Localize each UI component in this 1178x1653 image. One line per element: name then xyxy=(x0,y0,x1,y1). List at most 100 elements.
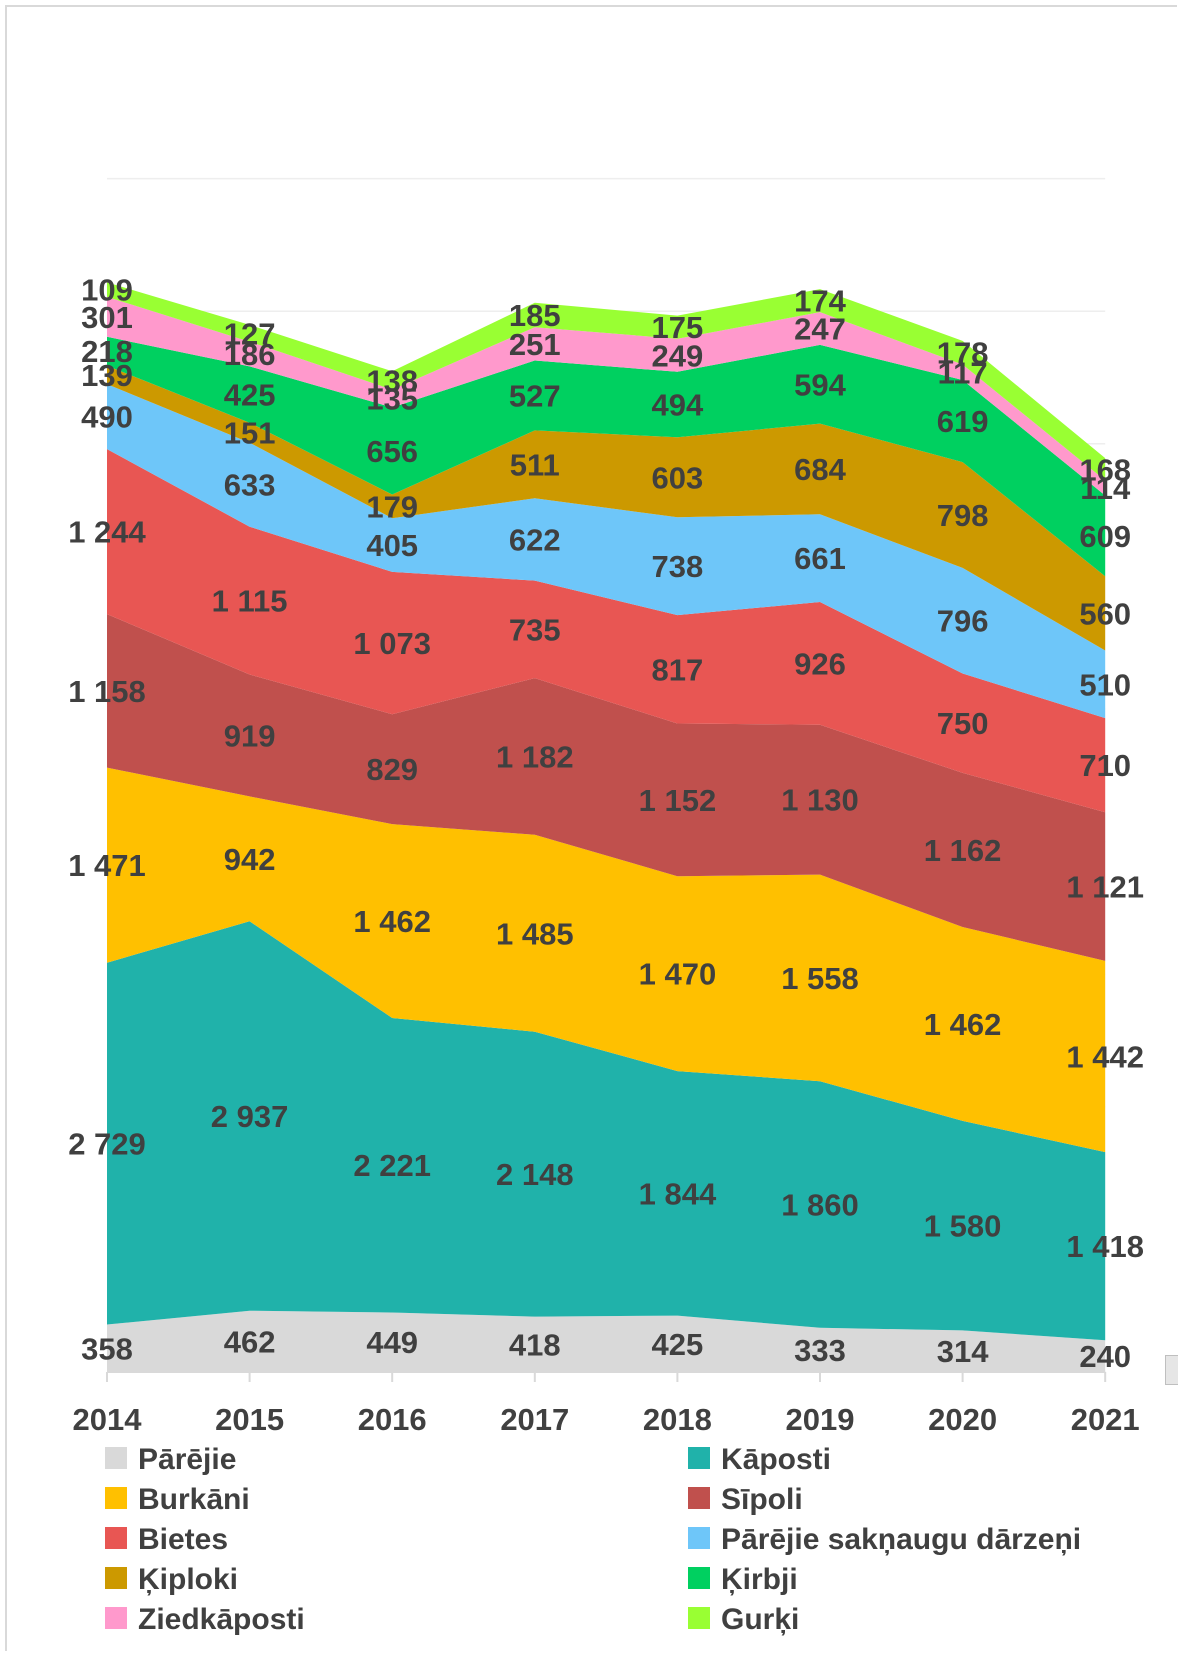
legend-swatch xyxy=(105,1607,127,1629)
data-label: 151 xyxy=(224,416,276,451)
data-label: 174 xyxy=(794,284,846,319)
data-label: 1 470 xyxy=(639,957,717,992)
data-label: 179 xyxy=(366,489,418,524)
legend-label: Sīpoli xyxy=(721,1483,803,1516)
x-tick-label: 2020 xyxy=(928,1402,997,1437)
legend-label: Ziedkāposti xyxy=(138,1603,305,1636)
data-label: 1 182 xyxy=(496,739,574,774)
legend-swatch xyxy=(688,1567,710,1589)
data-label: 139 xyxy=(81,358,133,393)
data-label: 117 xyxy=(938,355,988,390)
data-label: 1 558 xyxy=(781,961,859,996)
data-label: 490 xyxy=(81,400,133,435)
legend-item: Sīpoli xyxy=(688,1483,803,1516)
area-gurki xyxy=(107,282,1106,481)
data-label: 594 xyxy=(794,367,846,402)
legend-label: Ķiploki xyxy=(138,1563,238,1596)
legend-label: Ķirbji xyxy=(721,1563,798,1596)
data-label: 2 221 xyxy=(353,1148,431,1183)
x-tick-label: 2014 xyxy=(73,1402,143,1437)
data-label: 656 xyxy=(366,434,418,469)
x-axis: 2014 2015 2016 2017 2018 2019 2020 2021 xyxy=(73,1371,1140,1437)
x-tick-label: 2021 xyxy=(1071,1402,1140,1437)
data-label: 926 xyxy=(794,646,846,681)
legend-swatch xyxy=(105,1567,127,1589)
data-label: 798 xyxy=(937,498,989,533)
data-label: 135 xyxy=(366,382,418,417)
data-label: 609 xyxy=(1079,519,1131,554)
data-label: 138 xyxy=(366,363,418,398)
data-label: 750 xyxy=(937,706,989,741)
legend: Pārējie Kāposti Burkāni Sīpoli Bietes Pārējie… xyxy=(105,1443,1081,1636)
data-label: 1 418 xyxy=(1066,1229,1144,1264)
data-label: 603 xyxy=(652,460,704,495)
data-label: 168 xyxy=(1079,452,1131,487)
legend-swatch xyxy=(688,1447,710,1469)
data-label: 425 xyxy=(224,378,276,413)
data-label: 560 xyxy=(1079,596,1131,631)
legend-label: Burkāni xyxy=(138,1483,250,1516)
data-label: 175 xyxy=(652,310,704,345)
data-label: 109 xyxy=(81,273,133,308)
data-label: 919 xyxy=(224,718,276,753)
data-label: 622 xyxy=(509,522,561,557)
data-label: 301 xyxy=(81,300,133,335)
data-label: 1 162 xyxy=(924,833,1002,868)
legend-item: Burkāni xyxy=(105,1483,250,1516)
data-label: 358 xyxy=(81,1331,133,1366)
data-label: 817 xyxy=(652,652,704,687)
legend-swatch xyxy=(105,1447,127,1469)
x-tick-label: 2015 xyxy=(215,1402,284,1437)
data-label: 738 xyxy=(652,549,704,584)
legend-label: Kāposti xyxy=(721,1443,831,1476)
data-label: 1 462 xyxy=(353,904,431,939)
data-label: 449 xyxy=(366,1325,418,1360)
data-label: 247 xyxy=(794,312,846,347)
data-label: 1 471 xyxy=(68,848,146,883)
x-tick-label: 2017 xyxy=(500,1402,569,1437)
data-label: 710 xyxy=(1079,748,1131,783)
data-label: 1 244 xyxy=(68,515,146,550)
data-label: 2 729 xyxy=(68,1127,146,1162)
legend-item: Ķiploki xyxy=(105,1563,238,1596)
data-label: 619 xyxy=(937,404,989,439)
legend-item: Bietes xyxy=(105,1523,228,1556)
legend-item: Ziedkāposti xyxy=(105,1603,305,1636)
data-label: 1 152 xyxy=(639,783,717,818)
area-ziedkaposti xyxy=(107,296,1106,496)
data-label: 425 xyxy=(652,1327,704,1362)
data-label: 218 xyxy=(81,334,133,369)
area-kaposti xyxy=(107,921,1106,1341)
data-label: 2 937 xyxy=(211,1099,289,1134)
data-label: 333 xyxy=(794,1333,846,1368)
data-label: 1 844 xyxy=(639,1176,717,1211)
x-tick-label: 2016 xyxy=(358,1402,427,1437)
area-sipoli xyxy=(107,614,1106,961)
data-label: 418 xyxy=(509,1327,561,1362)
data-label: 494 xyxy=(652,388,704,423)
data-label: 178 xyxy=(937,336,989,371)
area-burkani xyxy=(107,767,1106,1153)
data-label: 2 148 xyxy=(496,1157,574,1192)
area-kiploki xyxy=(107,365,1106,651)
x-tick-label: 2019 xyxy=(786,1402,855,1437)
data-label: 1 462 xyxy=(924,1007,1002,1042)
data-label: 661 xyxy=(794,541,846,576)
scroll-handle[interactable] xyxy=(1165,1355,1178,1385)
data-label: 185 xyxy=(509,298,561,333)
data-label: 127 xyxy=(224,316,276,351)
data-label: 1 580 xyxy=(924,1209,1002,1244)
data-label: 633 xyxy=(224,468,276,503)
area-parejie xyxy=(107,1310,1106,1372)
chart-frame xyxy=(5,5,1177,1651)
data-label: 1 158 xyxy=(68,674,146,709)
area-kirbji xyxy=(107,336,1106,577)
legend-item: Pārējie xyxy=(105,1443,236,1476)
legend-item: Pārējie sakņaugu dārzeņi xyxy=(688,1523,1081,1556)
data-label: 1 860 xyxy=(781,1188,859,1223)
legend-swatch xyxy=(688,1607,710,1629)
data-label: 405 xyxy=(366,528,418,563)
data-label: 114 xyxy=(1080,471,1131,506)
legend-item: Kāposti xyxy=(688,1443,831,1476)
